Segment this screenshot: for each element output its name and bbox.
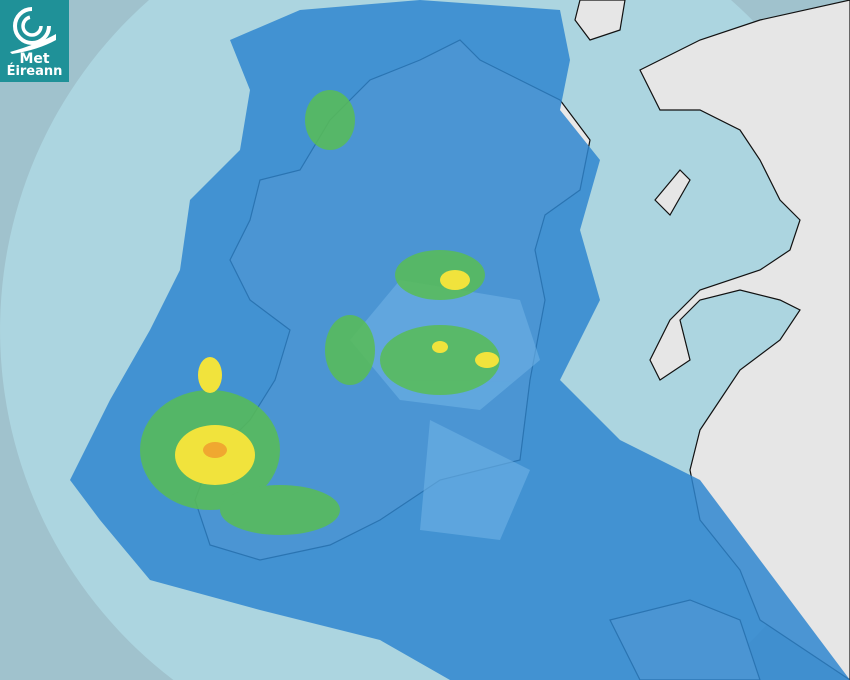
spiral-logo-icon	[10, 7, 56, 54]
met-eireann-logo: Met Éireann	[0, 0, 69, 82]
logo-text-met: Met	[19, 51, 50, 67]
rain-orange	[203, 442, 227, 458]
logo-text-eireann: Éireann	[6, 64, 63, 79]
